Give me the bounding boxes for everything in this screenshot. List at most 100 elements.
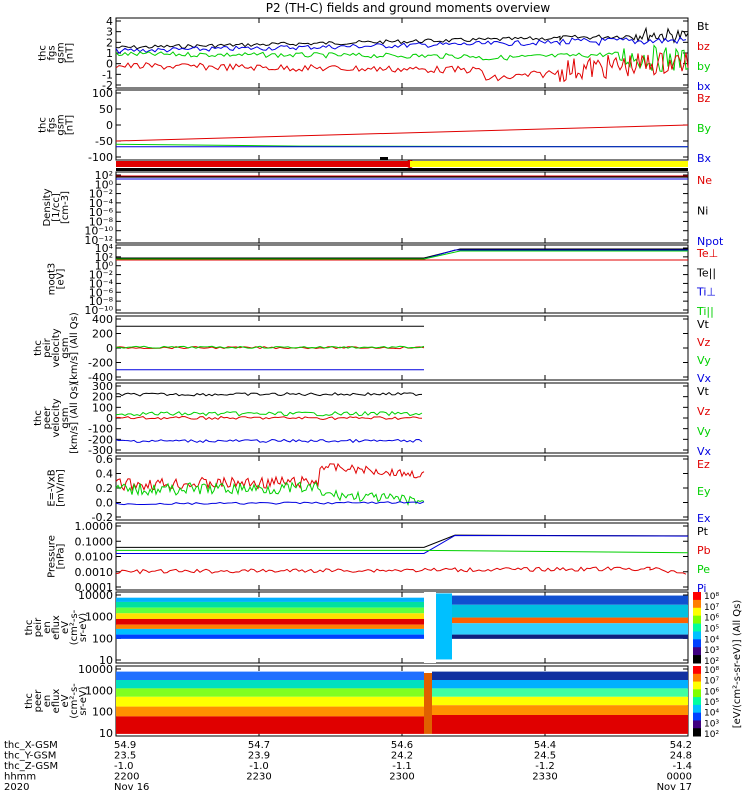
xaxis-value: 24.8 <box>670 751 692 762</box>
ylabel-line: thc <box>33 340 44 356</box>
spectrogram-band <box>116 624 424 629</box>
spectrogram-band <box>116 618 424 625</box>
y-tick-label: 0.0 <box>96 497 114 510</box>
ylabel-line: [km/s] (All Qs) <box>69 382 80 454</box>
spectrogram-band <box>116 716 424 734</box>
trace-vy <box>115 345 425 349</box>
y-tick-label: 10⁻⁸ <box>89 215 114 228</box>
ylabel-line: [nT] <box>65 43 76 63</box>
y-tick-label: 200 <box>92 391 113 404</box>
xaxis-value: 2200 <box>114 772 139 783</box>
panel-4-traces <box>115 325 425 371</box>
trace-ey <box>115 481 425 507</box>
spectrogram-band <box>452 634 688 639</box>
panel-5-traces <box>115 391 423 444</box>
spectrogram-band <box>432 671 688 680</box>
y-tick-label: 10000 <box>78 663 113 676</box>
y-tick-label: 10⁻⁸ <box>89 295 114 308</box>
y-tick-label: -2 <box>102 79 113 92</box>
y-tick-label: 100 <box>92 632 113 645</box>
colorbar-swatch <box>693 647 701 656</box>
colorbar-swatch <box>693 666 701 675</box>
y-tick-label: 100 <box>92 87 113 100</box>
colorbar-swatch <box>693 712 701 721</box>
spectrogram-band <box>432 705 688 715</box>
legend-vz: Vz <box>697 336 711 349</box>
panel-pressure: 1.0000 0.1000 0.0100 0.0010 0.0001 Pressure[n… <box>47 520 711 595</box>
panel-frame <box>115 89 689 161</box>
xaxis-value: -1.0 <box>249 761 269 772</box>
ylabel-line: thc <box>38 45 49 61</box>
spectrogram-band <box>452 604 688 618</box>
legend-pi: Pi <box>697 582 706 595</box>
ylabel-line: velocity <box>51 398 62 437</box>
panel-6-traces <box>115 462 425 507</box>
xaxis-row-label: 2020 <box>4 782 29 793</box>
colorbar-swatch <box>693 681 701 690</box>
spectrogram-band <box>436 593 452 660</box>
y-tick-label: 10 <box>99 727 113 740</box>
xaxis-value: Nov 16 <box>114 782 149 793</box>
y-tick-label: 1000 <box>85 684 113 697</box>
panel-ylabel: moqt3[eV] <box>47 263 67 296</box>
y-tick-label: 0.4 <box>96 468 114 481</box>
legend-ne: Ne <box>697 174 712 187</box>
spectrogram-band <box>116 680 424 689</box>
trace-pi <box>116 534 689 554</box>
colorbar-tick: 10⁵ <box>704 625 719 635</box>
panel-frame <box>115 244 689 314</box>
ylabel-line: gsm <box>56 42 67 63</box>
colorbar-swatch <box>693 607 701 617</box>
y-tick-label: 100 <box>92 706 113 719</box>
spectrogram-band <box>424 592 436 663</box>
y-tick-label: 10 <box>99 654 113 667</box>
xaxis-value: 54.7 <box>248 740 270 751</box>
trace-pt <box>116 534 689 548</box>
ylabel-line: thc <box>24 620 35 636</box>
status-bars <box>116 157 688 171</box>
colorbar-tick: 10² <box>704 730 719 740</box>
legend-by: By <box>697 122 712 135</box>
spectrogram-band <box>116 597 424 602</box>
legend-te⊥: Te⊥ <box>696 247 718 260</box>
spectrogram-band <box>116 696 424 707</box>
ylabel-line: moqt3 <box>47 263 58 296</box>
xaxis-row-label: hhmm <box>4 772 36 783</box>
legend-vy: Vy <box>697 354 711 367</box>
legend-bz: bz <box>697 40 710 53</box>
spectrogram-band <box>116 706 424 717</box>
colorbar-tick: 10⁷ <box>704 603 719 613</box>
spectrogram-band <box>116 634 424 639</box>
panels-layer: 43210-1-2thcfgsgsm[nT]Btbzbybx100500-50-… <box>24 15 724 740</box>
ylabel-line: velocity <box>51 328 62 367</box>
legend-ni: Ni <box>697 205 708 218</box>
trace-ez <box>115 462 425 492</box>
y-tick-label: 4 <box>106 15 113 28</box>
y-tick-label: 10⁰ <box>95 260 114 273</box>
xaxis-value: -1.0 <box>114 761 134 772</box>
colorbar-swatch <box>693 599 701 609</box>
colorbar-tick: 10³ <box>704 719 719 729</box>
ylabel-line: [mV/m] <box>56 469 67 507</box>
trace-tipar <box>116 250 688 260</box>
spectrogram-band <box>116 688 424 697</box>
xaxis-value: 2230 <box>246 772 271 783</box>
y-tick-label: 10⁴ <box>95 242 114 255</box>
legend-vz: Vz <box>697 405 711 418</box>
y-tick-label: 10⁻² <box>89 269 113 282</box>
y-tick-label: 0.1000 <box>75 535 114 548</box>
colorbar-tick: 10⁴ <box>704 635 719 645</box>
mode-bar-tick <box>380 157 388 160</box>
ylabel-line: gsm <box>56 114 67 135</box>
ylabel-line: peir <box>33 617 44 637</box>
panel-frame <box>115 522 689 591</box>
ylabel-line: eV <box>60 694 71 707</box>
colorbar-label: [eV/(cm²-s-sr-eV)] (All Qs) <box>732 600 743 729</box>
panel-9-spectrogram <box>116 671 688 734</box>
colorbar-tick: 10⁸ <box>704 592 719 602</box>
xaxis-value: Nov 17 <box>657 782 692 793</box>
colorbar: 10⁸10⁷10⁶10⁵10⁴10³10²10⁸10⁷10⁶10⁵10⁴10³1… <box>693 592 743 740</box>
panel-2-traces <box>116 175 688 180</box>
